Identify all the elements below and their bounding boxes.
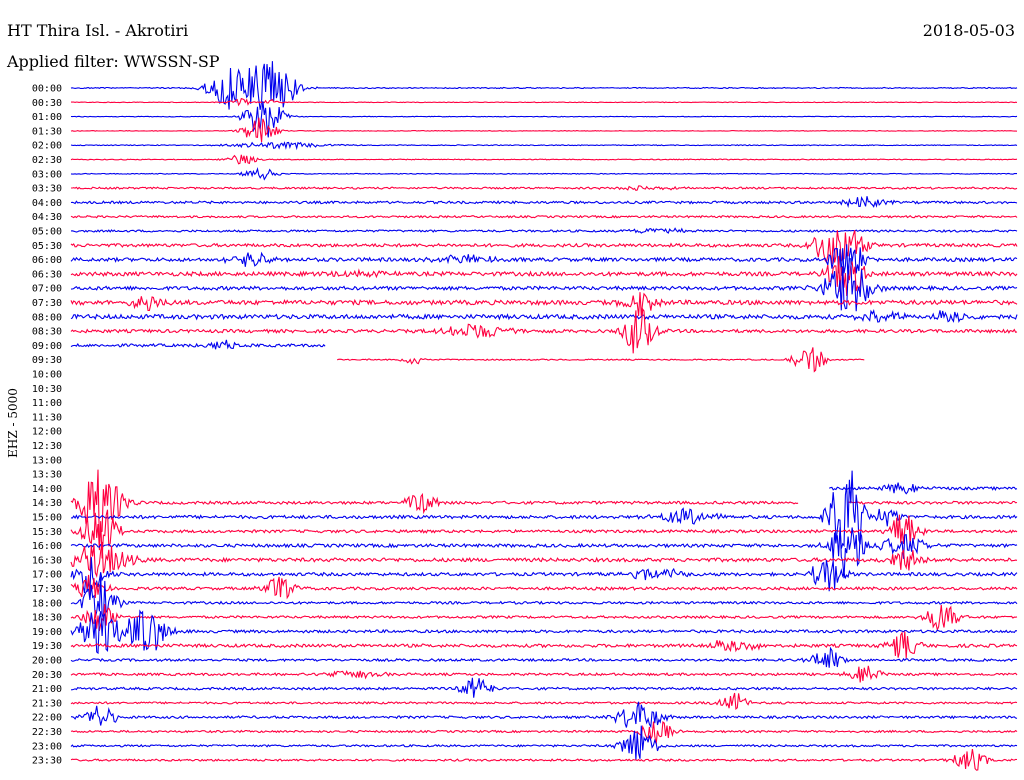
time-tick-label: 05:00: [32, 227, 62, 238]
trace-line: [71, 185, 1018, 192]
trace-line: [70, 749, 1018, 771]
time-tick-label: 20:00: [32, 656, 62, 667]
time-tick-label: 07:30: [32, 298, 62, 309]
trace-line: [70, 154, 1018, 165]
time-tick-label: 07:00: [32, 284, 62, 295]
time-tick-label: 23:30: [32, 756, 62, 767]
trace-line: [70, 214, 1018, 219]
trace-line: [70, 244, 1018, 284]
trace-line: [70, 307, 1018, 354]
time-tick-label: 10:30: [32, 384, 62, 395]
time-tick-label: 14:30: [32, 498, 62, 509]
time-tick-label: 02:30: [32, 155, 62, 166]
trace-line: [70, 292, 1018, 317]
trace-line: [70, 518, 1018, 579]
time-tick-label: 06:30: [32, 269, 62, 280]
time-tick-label: 01:00: [32, 112, 62, 123]
time-tick-label: 03:00: [32, 169, 62, 180]
trace-line: [70, 227, 1018, 234]
trace-line: [70, 725, 1018, 760]
filter-subtitle: Applied filter: WWSSN-SP: [7, 52, 220, 71]
trace-line: [337, 347, 865, 373]
date-label: 2018-05-03: [922, 21, 1015, 40]
trace-line: [70, 101, 1018, 138]
time-tick-label: 21:00: [32, 684, 62, 695]
trace-line: [70, 541, 1018, 579]
trace-line: [70, 61, 1018, 110]
trace-line: [70, 117, 1018, 143]
time-tick-label: 00:30: [32, 98, 62, 109]
trace-line: [70, 230, 1018, 264]
trace-group: [70, 61, 1018, 771]
time-tick-label: 13:00: [32, 455, 62, 466]
trace-line: [70, 720, 1018, 745]
trace-line: [70, 308, 1018, 323]
time-tick-label: 04:00: [32, 198, 62, 209]
time-tick-label: 17:30: [32, 584, 62, 595]
trace-line: [70, 701, 1018, 729]
trace-line: [70, 574, 1018, 600]
time-tick-label: 20:30: [32, 670, 62, 681]
time-tick-label: 01:30: [32, 126, 62, 137]
trace-line: [70, 576, 1018, 620]
trace-line: [70, 469, 1018, 544]
trace-line: [70, 646, 1017, 668]
time-tick-label: 09:00: [32, 341, 62, 352]
time-tick-label: 03:30: [32, 184, 62, 195]
trace-line: [70, 557, 1018, 594]
time-tick-label: 06:00: [32, 255, 62, 266]
time-tick-label: 17:00: [32, 570, 62, 581]
time-tick-label: 09:30: [32, 355, 62, 366]
time-tick-label: 14:00: [32, 484, 62, 495]
time-tick-label: 18:30: [32, 613, 62, 624]
time-tick-label: 21:30: [32, 698, 62, 709]
trace-line: [70, 196, 1018, 209]
trace-line: [70, 339, 326, 350]
time-tick-label: 16:00: [32, 541, 62, 552]
time-tick-labels: 00:00 00:30 01:00 01:30 02:00 02:30 03:00 03:30…: [32, 84, 62, 767]
trace-line: [70, 631, 1018, 659]
trace-line: [828, 482, 1018, 495]
trace-line: [70, 509, 1018, 559]
time-tick-label: 12:00: [32, 427, 62, 438]
time-tick-label: 23:00: [32, 741, 62, 752]
time-tick-label: 18:00: [32, 598, 62, 609]
time-tick-label: 08:30: [32, 327, 62, 338]
time-tick-label: 19:00: [32, 627, 62, 638]
trace-line: [70, 665, 1018, 683]
time-tick-label: 11:00: [32, 398, 62, 409]
trace-line: [70, 609, 1018, 655]
time-tick-label: 10:00: [32, 370, 62, 381]
time-tick-label: 16:30: [32, 555, 62, 566]
time-tick-label: 22:00: [32, 713, 62, 724]
station-title: HT Thira Isl. - Akrotiri: [7, 21, 189, 40]
trace-line: [70, 167, 1017, 181]
trace-line: [70, 677, 1018, 698]
time-tick-label: 02:00: [32, 141, 62, 152]
trace-line: [70, 604, 1018, 632]
trace-line: [70, 692, 1018, 711]
trace-line: [70, 256, 1018, 297]
time-tick-label: 13:30: [32, 470, 62, 481]
time-tick-label: 04:30: [32, 212, 62, 223]
trace-line: [70, 141, 1018, 151]
trace-line: [71, 97, 1018, 107]
time-tick-label: 05:30: [32, 241, 62, 252]
time-tick-label: 15:00: [32, 513, 62, 524]
time-tick-label: 19:30: [32, 641, 62, 652]
time-tick-label: 08:00: [32, 312, 62, 323]
time-tick-label: 22:30: [32, 727, 62, 738]
time-tick-label: 00:00: [32, 84, 62, 95]
time-tick-label: 15:30: [32, 527, 62, 538]
trace-line: [70, 257, 1018, 312]
time-tick-label: 12:30: [32, 441, 62, 452]
time-tick-label: 11:30: [32, 412, 62, 423]
